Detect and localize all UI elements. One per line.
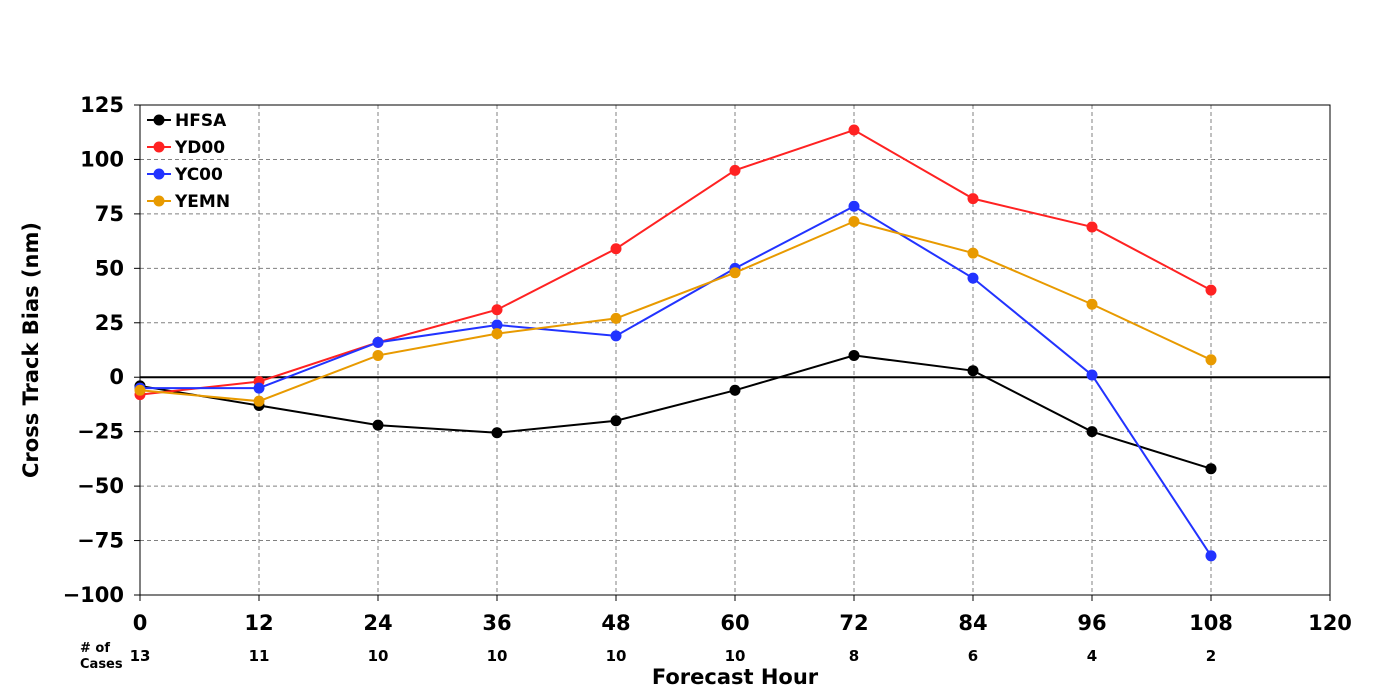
x-tick-label: 60	[720, 611, 749, 635]
x-axis-title: Forecast Hour	[652, 665, 819, 689]
x-axis-ticks: 0 12 24 36 48 60 72 84 96 108 120	[133, 595, 1352, 635]
legend-marker-yemn	[153, 195, 165, 207]
legend-item-hfsa: HFSA	[147, 111, 227, 131]
data-point-yc00	[1086, 369, 1098, 381]
legend-item-yc00: YC00	[147, 165, 223, 185]
data-point-yd00	[491, 304, 503, 316]
cases-row: # of Cases 13 11 10 10 10 10 8 6 4 2	[80, 641, 1216, 672]
cases-title-line1: # of	[80, 641, 110, 656]
legend-label-hfsa: HFSA	[175, 111, 227, 131]
case-count: 10	[725, 647, 746, 665]
x-tick-label: 96	[1077, 611, 1106, 635]
case-count: 10	[606, 647, 627, 665]
data-point-hfsa	[610, 415, 622, 427]
data-point-yc00	[610, 330, 622, 342]
case-count: 4	[1087, 647, 1097, 665]
data-point-hfsa	[1086, 426, 1098, 438]
series-layer	[134, 124, 1217, 562]
data-point-yc00	[491, 319, 503, 331]
cases-title-line2: Cases	[80, 657, 123, 672]
case-count: 6	[968, 647, 978, 665]
x-tick-label: 72	[839, 611, 868, 635]
case-count: 2	[1206, 647, 1216, 665]
x-tick-label: 36	[482, 611, 511, 635]
data-point-yc00	[253, 382, 265, 394]
data-point-yd00	[729, 164, 741, 176]
data-point-yc00	[372, 336, 384, 348]
legend-marker-hfsa	[153, 114, 165, 126]
legend: HFSA YD00 YC00 YEMN	[147, 111, 230, 212]
x-tick-label: 12	[244, 611, 273, 635]
data-point-yemn	[134, 384, 146, 396]
legend-label-yemn: YEMN	[174, 192, 230, 212]
x-tick-label: 0	[133, 611, 148, 635]
data-point-hfsa	[1205, 463, 1217, 475]
data-point-hfsa	[372, 419, 384, 431]
series-hfsa	[134, 349, 1217, 475]
legend-item-yemn: YEMN	[147, 192, 230, 212]
legend-label-yd00: YD00	[174, 138, 225, 158]
x-tick-label: 84	[958, 611, 987, 635]
data-point-yd00	[610, 243, 622, 255]
legend-marker-yc00	[153, 168, 165, 180]
legend-marker-yd00	[153, 141, 165, 153]
data-point-yemn	[729, 267, 741, 279]
series-line-yemn	[139, 220, 1212, 403]
y-tick-label: 0	[109, 365, 124, 389]
data-point-yemn	[253, 395, 265, 407]
data-point-hfsa	[967, 365, 979, 377]
data-point-yemn	[967, 247, 979, 259]
y-tick-label: −25	[77, 420, 124, 444]
case-count: 11	[249, 647, 270, 665]
y-tick-label: −75	[77, 529, 124, 553]
legend-item-yd00: YD00	[147, 138, 225, 158]
y-tick-label: −100	[63, 583, 124, 607]
data-point-yc00	[1205, 550, 1217, 562]
y-tick-label: 75	[95, 202, 124, 226]
data-point-yemn	[1205, 354, 1217, 366]
y-axis-ticks: 125 100 75 50 25 0 −25 −50 −75 −100	[63, 93, 140, 607]
data-point-yc00	[848, 200, 860, 212]
series-line-yd00	[139, 128, 1212, 396]
series-line-hfsa	[139, 354, 1212, 470]
y-tick-label: 50	[95, 256, 124, 280]
data-point-yd00	[1205, 284, 1217, 296]
y-axis-title: Cross Track Bias (nm)	[19, 222, 43, 478]
data-point-yemn	[610, 312, 622, 324]
series-yc00	[134, 200, 1217, 562]
data-point-yemn	[491, 328, 503, 340]
data-point-yd00	[1086, 221, 1098, 233]
data-point-yemn	[848, 216, 860, 228]
y-tick-label: 125	[80, 93, 124, 117]
y-tick-label: −50	[77, 474, 124, 498]
series-line-yc00	[140, 205, 1212, 557]
data-point-yc00	[967, 272, 979, 284]
data-point-hfsa	[848, 349, 860, 361]
data-point-yemn	[1086, 298, 1098, 310]
series-yemn	[134, 216, 1217, 407]
y-tick-label: 100	[80, 147, 124, 171]
data-point-hfsa	[729, 384, 741, 396]
y-tick-label: 25	[95, 311, 124, 335]
legend-label-yc00: YC00	[174, 165, 223, 185]
x-tick-label: 48	[601, 611, 630, 635]
x-tick-label: 108	[1189, 611, 1233, 635]
data-point-hfsa	[491, 427, 503, 439]
data-point-yd00	[848, 124, 860, 136]
data-point-yd00	[967, 193, 979, 205]
data-point-yemn	[372, 349, 384, 361]
x-tick-label: 120	[1308, 611, 1352, 635]
case-count: 10	[368, 647, 389, 665]
case-count: 13	[130, 647, 151, 665]
x-tick-label: 24	[363, 611, 392, 635]
case-count: 8	[849, 647, 859, 665]
case-count: 10	[487, 647, 508, 665]
